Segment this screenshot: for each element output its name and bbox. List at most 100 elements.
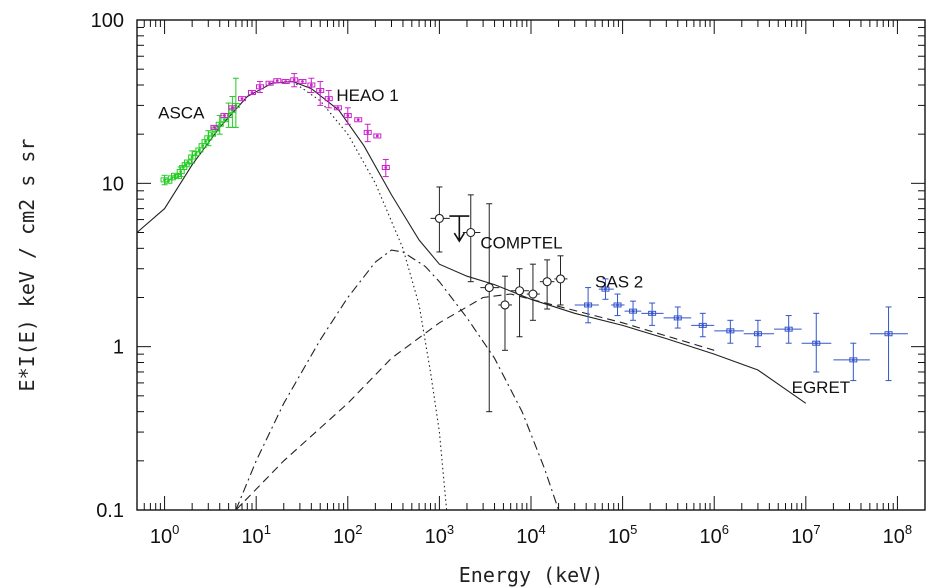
- curve-dashed: [235, 293, 715, 511]
- data-point: [179, 165, 188, 171]
- data-point: [434, 213, 444, 223]
- x-tick-label: 103: [425, 522, 454, 548]
- data-point: [884, 331, 893, 337]
- data-point: [542, 277, 552, 287]
- data-point-center: [223, 118, 226, 122]
- data-point-center: [198, 148, 201, 152]
- data-point-center: [210, 132, 214, 136]
- data-point-center: [301, 80, 304, 83]
- annotation-heao-1: HEAO 1: [336, 86, 398, 105]
- data-point-center: [258, 85, 262, 89]
- data-point: [298, 79, 307, 85]
- data-point-center: [604, 287, 607, 291]
- data-point-center: [346, 114, 350, 117]
- data-point: [648, 310, 657, 316]
- data-point: [290, 77, 299, 83]
- data-point: [753, 331, 762, 337]
- data-point-center: [194, 152, 198, 156]
- data-point-center: [309, 83, 313, 87]
- data-point-center: [756, 332, 760, 336]
- data-series: [160, 73, 908, 413]
- data-point: [265, 80, 274, 86]
- data-point: [613, 302, 622, 308]
- data-point: [601, 286, 610, 292]
- data-point-center: [179, 170, 183, 173]
- data-point: [316, 88, 325, 94]
- data-point-center: [218, 122, 222, 126]
- data-point-center: [186, 160, 190, 164]
- data-point-center: [230, 106, 234, 110]
- data-point-center: [851, 358, 855, 362]
- data-point: [255, 84, 264, 90]
- annotation-egret: EGRET: [792, 378, 851, 397]
- data-point-center: [356, 118, 360, 122]
- data-point: [466, 227, 476, 238]
- data-point: [584, 302, 593, 308]
- data-point-center: [166, 179, 170, 183]
- data-point-center: [384, 166, 388, 169]
- annotations: ASCA HEAO 1 COMPTEL SAS 2 EGRET: [158, 86, 850, 397]
- y-axis-label: E*I(E) keV / cm2 s sr: [15, 139, 39, 392]
- y-tick-label: 100: [91, 10, 124, 32]
- data-point-center: [375, 134, 379, 138]
- data-point: [484, 283, 494, 293]
- data-point-center: [206, 136, 210, 140]
- data-point: [784, 326, 793, 332]
- data-point-center: [318, 89, 322, 92]
- upper-limit-arrow: [453, 232, 465, 243]
- data-point: [849, 357, 858, 363]
- y-tick-labels: 0.1 1 10 100: [91, 10, 124, 522]
- annotation-sas-2: SAS 2: [595, 273, 643, 292]
- data-point: [555, 274, 566, 284]
- data-point: [515, 286, 525, 296]
- data-point-center: [201, 144, 204, 148]
- data-point: [629, 308, 638, 314]
- y-tick-label: 0.1: [96, 500, 124, 522]
- data-point: [528, 289, 538, 299]
- data-point: [215, 121, 224, 127]
- x-axis-label: Energy (keV): [459, 563, 604, 587]
- data-point-center: [728, 329, 732, 333]
- series-comptel: [430, 186, 568, 413]
- data-point-center: [250, 91, 254, 94]
- data-point-center: [701, 323, 705, 327]
- data-point-center: [336, 106, 340, 110]
- data-point-center: [650, 311, 654, 315]
- x-tick-label: 107: [791, 522, 820, 548]
- data-point-center: [268, 81, 271, 85]
- data-point-center: [887, 332, 890, 336]
- data-point-center: [176, 175, 180, 178]
- x-tick-label: 106: [699, 522, 728, 548]
- data-point-center: [204, 140, 207, 144]
- x-tick-label: 105: [608, 522, 637, 548]
- data-point: [500, 300, 510, 310]
- series-sas-2: [574, 278, 908, 382]
- data-point: [381, 165, 390, 171]
- y-tick-label: 10: [102, 173, 124, 195]
- data-point: [354, 117, 363, 123]
- curve-total: [136, 80, 807, 404]
- annotation-asca: ASCA: [158, 103, 205, 122]
- x-tick-labels: 100 101 102 103 104 105 106 107 108: [150, 522, 912, 548]
- data-point: [183, 159, 192, 165]
- axis-ticks: [136, 20, 926, 511]
- data-point: [220, 113, 229, 119]
- annotation-comptel: COMPTEL: [480, 233, 562, 252]
- data-point-center: [327, 97, 331, 101]
- x-tick-label: 100: [150, 522, 179, 548]
- data-point: [210, 124, 219, 130]
- data-point-center: [275, 79, 279, 83]
- data-point: [228, 105, 237, 111]
- data-point-center: [240, 97, 244, 101]
- data-point: [273, 78, 282, 84]
- data-point-center: [190, 155, 194, 159]
- data-point-center: [676, 316, 680, 320]
- data-point: [726, 328, 735, 334]
- data-point: [812, 340, 821, 346]
- data-point: [698, 322, 707, 328]
- x-tick-label: 104: [516, 522, 545, 548]
- data-point: [333, 105, 342, 111]
- data-point-center: [616, 303, 619, 307]
- data-point-center: [213, 126, 216, 129]
